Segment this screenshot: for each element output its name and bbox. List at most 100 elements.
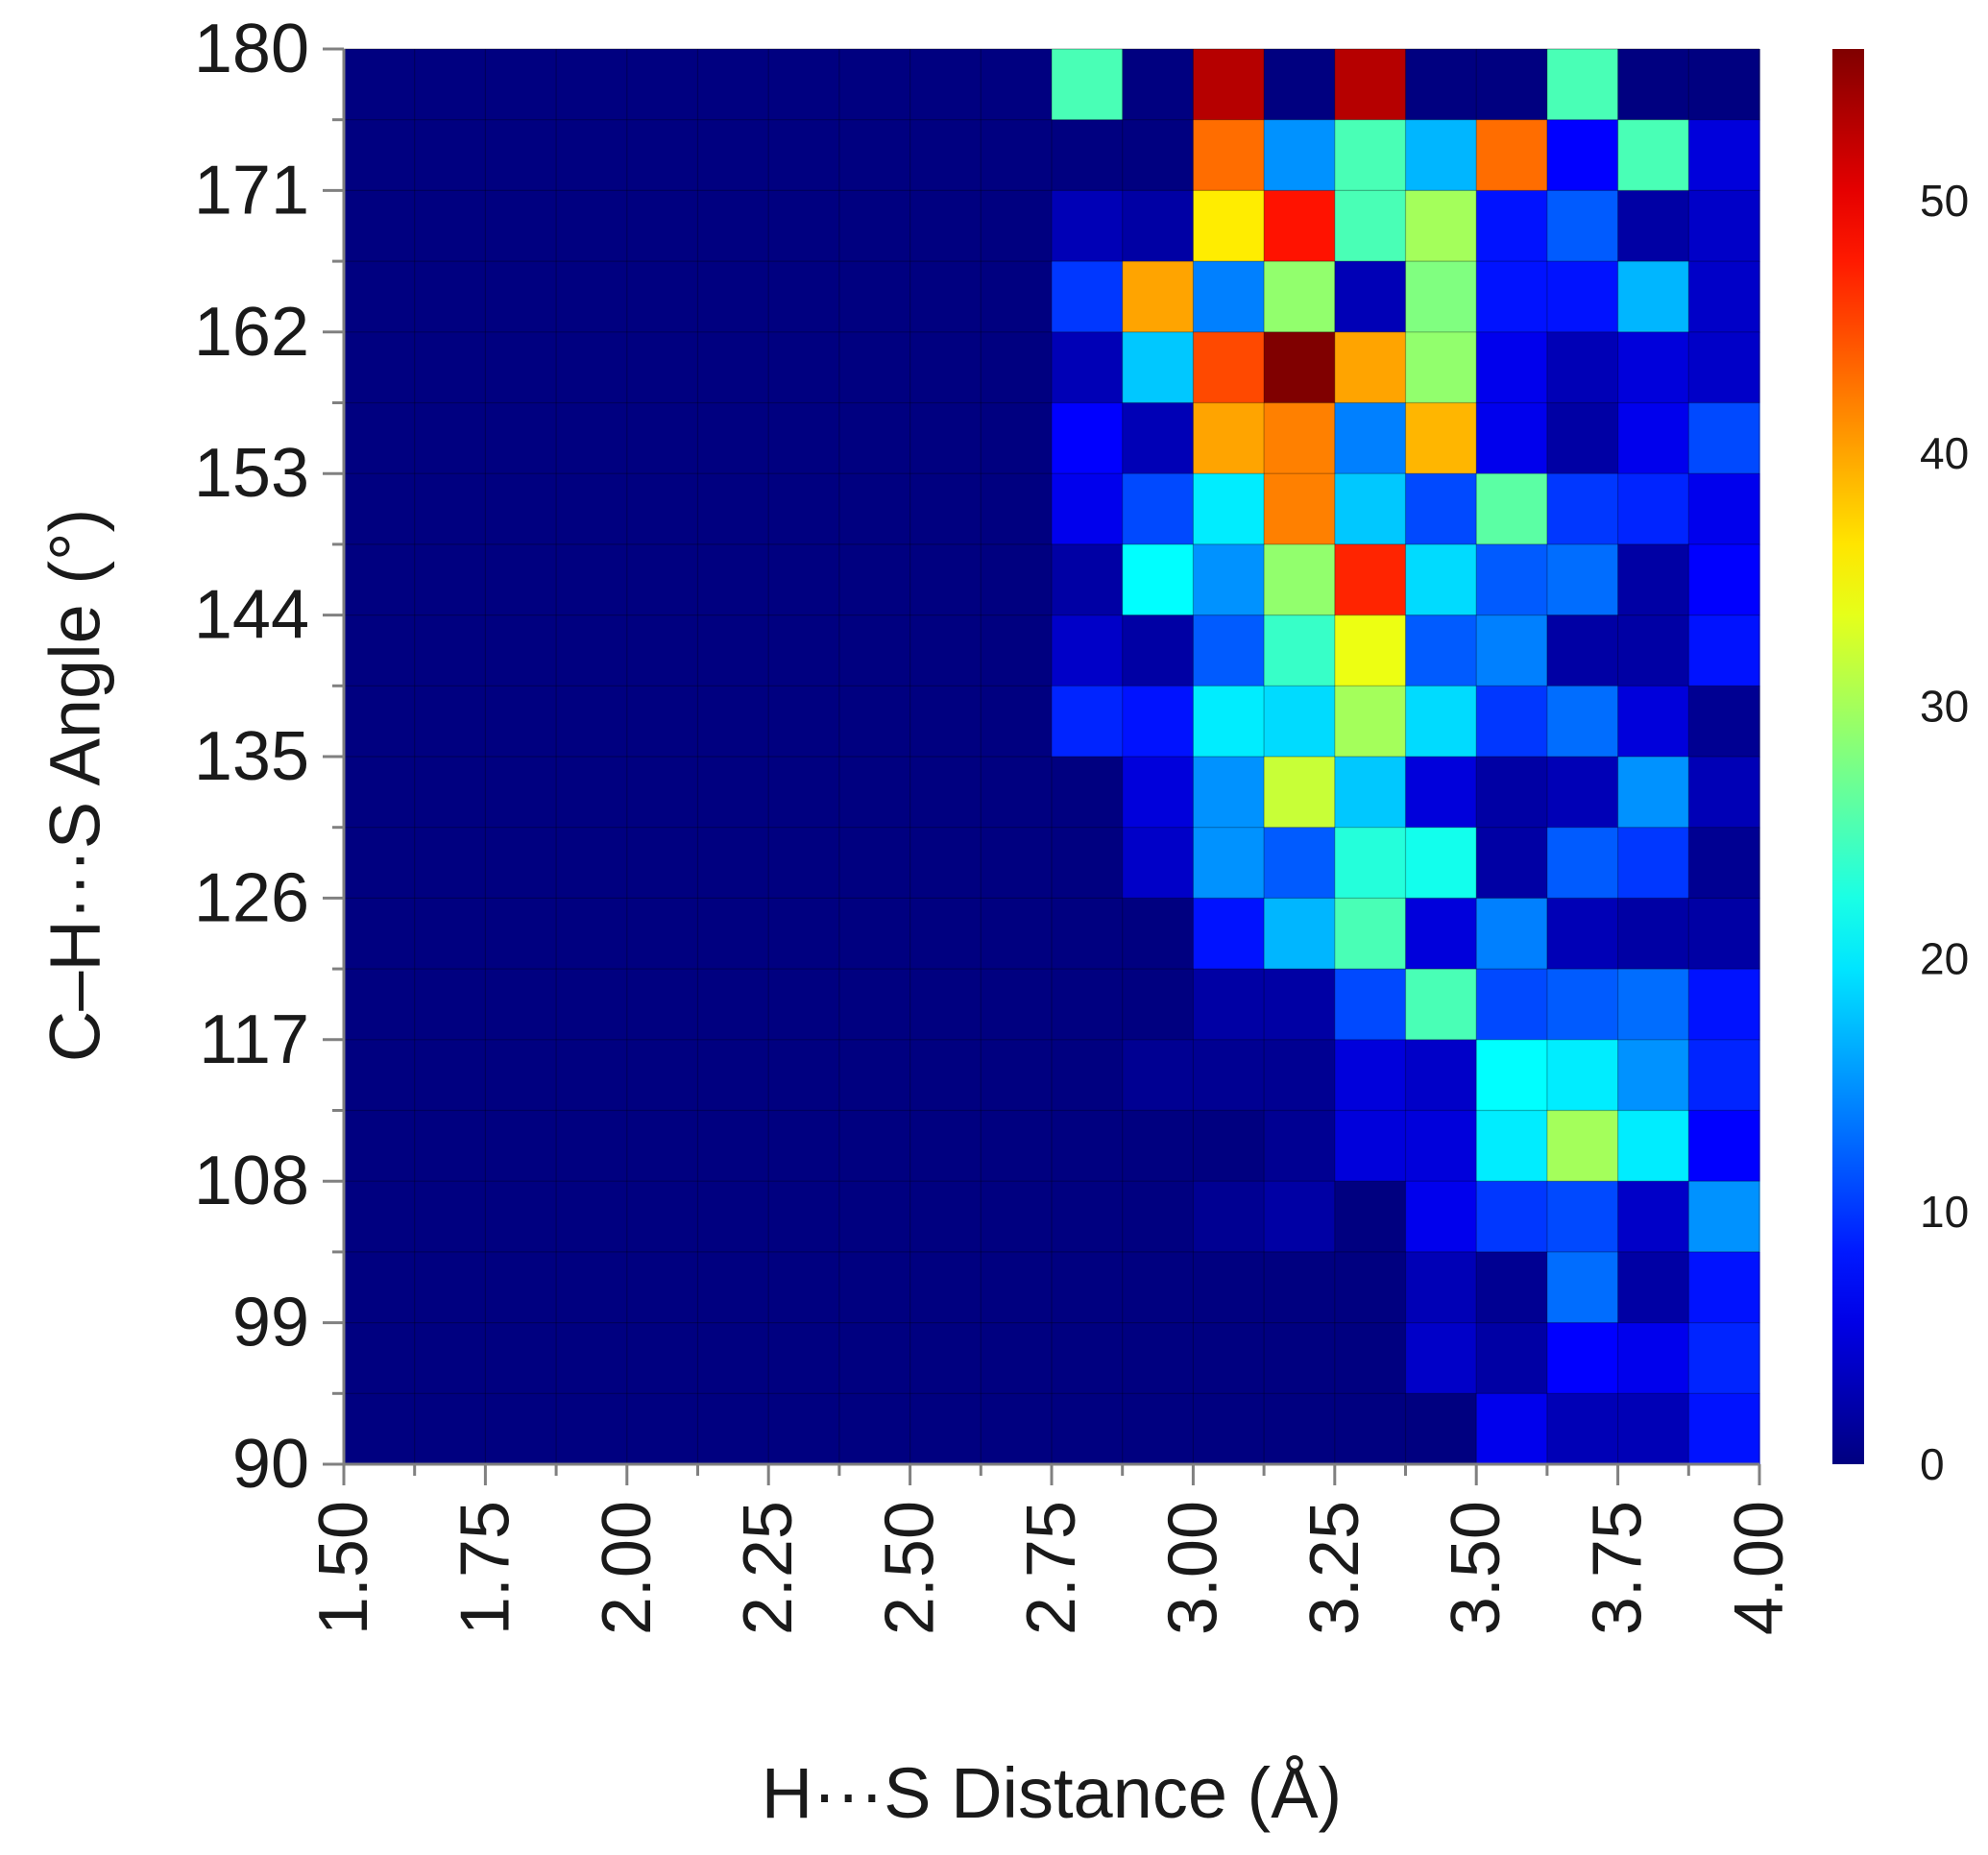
heatmap-cell [626, 1393, 699, 1465]
heatmap-cell [556, 1393, 628, 1465]
heatmap-cell [1688, 261, 1760, 333]
heatmap-cell [697, 473, 769, 545]
heatmap-cell [838, 1181, 911, 1253]
heatmap-cell [485, 757, 557, 829]
heatmap-cell [1405, 1181, 1477, 1253]
heatmap-cell [414, 1039, 486, 1112]
heatmap-cell [1264, 1393, 1336, 1465]
heatmap-cell [1405, 49, 1477, 121]
colorbar-tick-label: 20 [1920, 934, 1969, 984]
heatmap-cell [1476, 402, 1548, 474]
heatmap-cell [1052, 1181, 1124, 1253]
heatmap-cell [1334, 1110, 1407, 1182]
heatmap-cell [485, 1181, 557, 1253]
heatmap-cell [344, 827, 416, 899]
heatmap-cell [1122, 614, 1194, 687]
heatmap-cell [909, 898, 982, 970]
heatmap-cell [556, 190, 628, 262]
heatmap-cell [1052, 614, 1124, 687]
heatmap-cell [1688, 969, 1760, 1041]
heatmap-cell [697, 827, 769, 899]
y-tick-label: 180 [194, 11, 309, 87]
heatmap-cell [981, 331, 1053, 404]
heatmap-cell [485, 119, 557, 191]
heatmap-cell [1122, 898, 1194, 970]
heatmap-cell [1405, 969, 1477, 1041]
heatmap-cell [1546, 1322, 1619, 1394]
heatmap-cell [768, 1039, 840, 1112]
heatmap-cell [768, 827, 840, 899]
y-tick-label: 171 [194, 152, 309, 229]
x-tick-label: 2.75 [1013, 1501, 1090, 1635]
heatmap-cell [626, 827, 699, 899]
heatmap-cell [768, 614, 840, 687]
heatmap-cell [1546, 261, 1619, 333]
heatmap-cell [1476, 49, 1548, 121]
heatmap-cell [768, 969, 840, 1041]
heatmap-cell [1264, 190, 1336, 262]
heatmap-cell [1617, 1039, 1689, 1112]
heatmap-cell [344, 1039, 416, 1112]
heatmap-cell [909, 1181, 982, 1253]
heatmap-cell [1688, 119, 1760, 191]
heatmap-cell [909, 473, 982, 545]
heatmap-cell [1193, 543, 1265, 616]
heatmap-cell [1546, 898, 1619, 970]
heatmap-cell [1334, 49, 1407, 121]
y-tick-label: 162 [194, 294, 309, 371]
heatmap-cell [1122, 473, 1194, 545]
heatmap-cell [485, 402, 557, 474]
heatmap-cell [1688, 190, 1760, 262]
heatmap-cell [626, 757, 699, 829]
heatmap-cell [626, 614, 699, 687]
heatmap-cell [414, 543, 486, 616]
heatmap-cell [414, 49, 486, 121]
heatmap-cell [697, 331, 769, 404]
heatmap-cell [1052, 261, 1124, 333]
heatmap-cell [1122, 757, 1194, 829]
heatmap-cell [1122, 686, 1194, 758]
heatmap-cell [1052, 119, 1124, 191]
heatmap-cell [1476, 1393, 1548, 1465]
heatmap-cell [1052, 1393, 1124, 1465]
heatmap-cell [1264, 757, 1336, 829]
heatmap-cell [1405, 1039, 1477, 1112]
x-tick-label: 1.75 [447, 1501, 523, 1635]
heatmap-cell [1122, 331, 1194, 404]
y-tick-label: 90 [232, 1426, 309, 1503]
heatmap-cell [1476, 190, 1548, 262]
heatmap-cell [1264, 614, 1336, 687]
colorbar-tick-label: 0 [1920, 1439, 1945, 1489]
heatmap-cell [626, 119, 699, 191]
heatmap-cell [1546, 757, 1619, 829]
heatmap-cell [556, 1251, 628, 1324]
heatmap-cell [344, 49, 416, 121]
heatmap-cell [697, 1039, 769, 1112]
heatmap-cell [1334, 827, 1407, 899]
heatmap-cell [697, 1110, 769, 1182]
colorbar: 0 10 20 30 40 50 [1832, 49, 1969, 1489]
heatmap-cell [1405, 686, 1477, 758]
heatmap-cell [344, 1110, 416, 1182]
heatmap-cell [1405, 402, 1477, 474]
x-tick-label: 3.50 [1438, 1501, 1515, 1635]
heatmap-cell [1617, 1251, 1689, 1324]
heatmap-cell [1334, 543, 1407, 616]
heatmap-cell [768, 1251, 840, 1324]
heatmap-cell [1546, 1251, 1619, 1324]
x-tick-label: 1.50 [305, 1501, 382, 1635]
heatmap-cell [1405, 1322, 1477, 1394]
heatmap-cell [414, 614, 486, 687]
heatmap-cell [1405, 190, 1477, 262]
heatmap-cell [909, 1322, 982, 1394]
heatmap-cell [1476, 1322, 1548, 1394]
x-tick-label: 2.00 [589, 1501, 666, 1635]
heatmap-cell [768, 473, 840, 545]
heatmap-cell [1617, 969, 1689, 1041]
heatmap-cell [485, 827, 557, 899]
heatmap-cell [1405, 757, 1477, 829]
heatmap-cell [1334, 757, 1407, 829]
heatmap-cell [414, 969, 486, 1041]
x-tick-label: 4.00 [1721, 1501, 1798, 1635]
heatmap-cell [838, 473, 911, 545]
